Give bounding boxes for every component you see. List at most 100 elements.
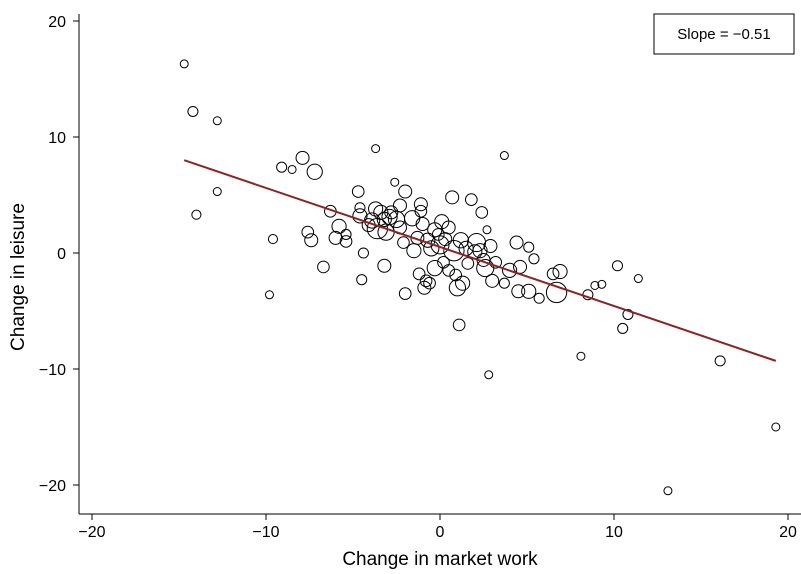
data-point <box>373 204 389 220</box>
data-point <box>552 263 568 280</box>
data-point <box>576 351 586 361</box>
data-point <box>483 239 498 254</box>
slope-legend: Slope = −0.51 <box>653 13 795 55</box>
data-point <box>511 284 526 299</box>
data-point <box>590 280 600 290</box>
data-point <box>452 232 470 249</box>
data-point <box>264 290 274 300</box>
data-point <box>287 164 297 174</box>
y-tick-label: 20 <box>48 14 66 31</box>
data-point <box>438 232 453 247</box>
x-tick-label: −10 <box>252 524 279 541</box>
data-point <box>412 267 426 281</box>
data-point <box>384 205 399 220</box>
data-point <box>597 279 607 289</box>
data-point <box>301 225 315 239</box>
data-point <box>714 355 726 367</box>
x-tick-label: 0 <box>436 524 445 541</box>
fit-line <box>183 159 777 362</box>
data-point <box>441 220 456 235</box>
data-point <box>502 262 518 278</box>
data-point <box>390 177 400 187</box>
data-point <box>304 233 319 248</box>
data-point <box>377 258 392 273</box>
data-point <box>464 193 478 206</box>
legend-box <box>653 13 795 55</box>
data-point <box>498 277 510 289</box>
data-point <box>357 247 369 259</box>
y-axis-ticks: −20 −10 0 10 20 <box>39 14 79 495</box>
data-point <box>413 197 428 212</box>
data-point <box>546 267 560 281</box>
data-point <box>406 243 422 259</box>
data-point <box>445 190 460 205</box>
data-point <box>212 187 222 197</box>
data-point <box>191 209 202 220</box>
data-point <box>212 116 222 126</box>
data-point <box>351 185 365 198</box>
y-tick-label: −20 <box>39 478 66 495</box>
data-point <box>663 486 673 496</box>
data-point <box>622 308 634 321</box>
y-tick-label: 0 <box>57 246 66 263</box>
data-point <box>371 144 381 154</box>
data-point <box>415 217 430 231</box>
data-point <box>295 150 310 165</box>
data-point <box>397 236 410 249</box>
slope-annotation: Slope = −0.51 <box>677 26 770 43</box>
data-point <box>404 210 421 227</box>
data-point <box>472 243 488 259</box>
data-point <box>354 202 366 214</box>
y-axis-title: Change in leisure <box>8 203 29 351</box>
data-point <box>499 151 509 161</box>
data-point <box>423 276 436 290</box>
data-point <box>267 234 279 245</box>
data-point <box>317 260 330 274</box>
data-point <box>771 422 781 432</box>
data-point <box>381 208 398 226</box>
data-point <box>455 275 471 291</box>
plot-frame <box>78 14 801 515</box>
data-point <box>423 240 440 257</box>
data-point <box>352 208 368 224</box>
data-point <box>533 292 545 304</box>
data-point <box>523 241 535 253</box>
data-point <box>331 218 347 234</box>
x-axis-title: Change in market work <box>342 549 538 570</box>
data-point <box>484 370 494 380</box>
data-point <box>306 163 323 180</box>
data-point <box>356 274 368 286</box>
data-point <box>398 184 413 199</box>
data-point <box>392 198 407 213</box>
data-point <box>431 228 445 241</box>
data-point <box>419 274 433 288</box>
data-point <box>368 201 384 217</box>
data-point <box>528 253 540 265</box>
data-point <box>611 260 624 272</box>
data-point <box>276 161 288 173</box>
data-point <box>485 273 500 288</box>
data-point <box>545 281 568 304</box>
data-point <box>448 279 467 297</box>
data-point <box>442 264 456 277</box>
data-points <box>179 59 781 496</box>
data-point <box>339 235 353 248</box>
data-point <box>489 255 503 269</box>
data-point <box>461 257 475 270</box>
data-point <box>179 59 189 69</box>
data-point <box>617 322 629 334</box>
data-point <box>398 287 412 300</box>
y-tick-label: −10 <box>39 362 66 379</box>
y-tick-label: 10 <box>48 130 66 147</box>
data-point <box>434 214 450 230</box>
x-axis-ticks: −20 −10 0 10 20 <box>78 514 797 541</box>
x-tick-label: 10 <box>605 524 623 541</box>
data-point <box>417 280 432 295</box>
data-point <box>187 105 199 118</box>
data-point <box>521 283 537 299</box>
data-point <box>452 318 466 332</box>
data-point <box>475 206 489 219</box>
data-point <box>482 225 492 235</box>
data-point <box>633 274 643 284</box>
